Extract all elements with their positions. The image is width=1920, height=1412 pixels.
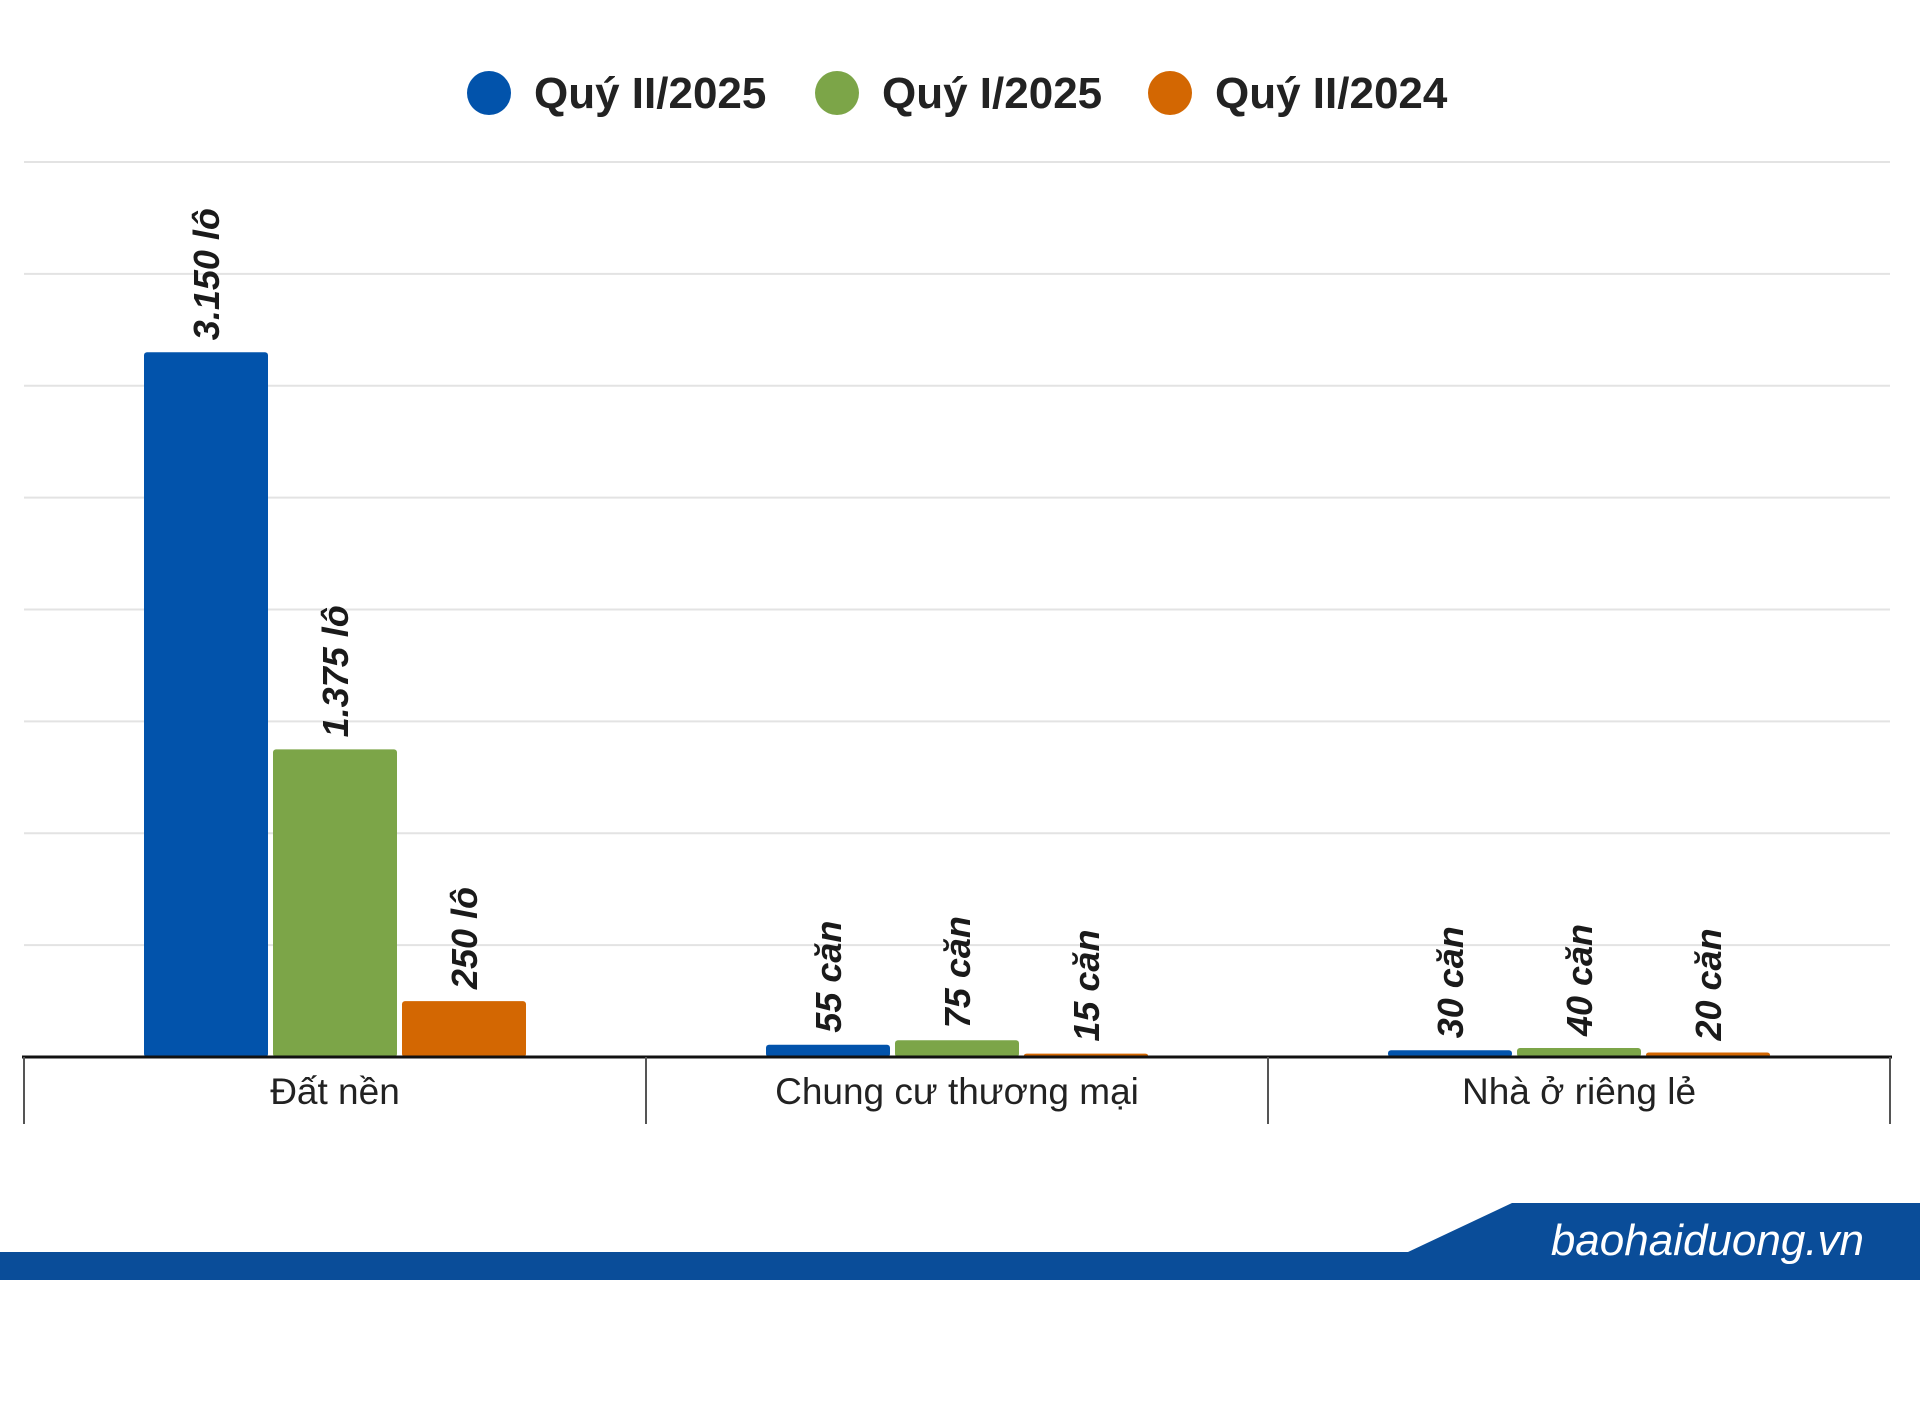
bar: [766, 1044, 890, 1057]
data-label: 250 lô: [444, 887, 485, 990]
x-axis: Đất nền Chung cư thương mại Nhà ở riêng lẻ: [22, 1055, 1892, 1124]
data-label: 20 căn: [1688, 928, 1729, 1041]
data-label: 40 căn: [1559, 924, 1600, 1037]
bar: [895, 1040, 1019, 1057]
bar: [273, 749, 397, 1057]
category-label: Nhà ở riêng lẻ: [1462, 1071, 1696, 1112]
bar: [1388, 1050, 1512, 1057]
data-label: 55 căn: [808, 921, 849, 1033]
data-label: 30 căn: [1430, 926, 1471, 1038]
legend-label: Quý II/2024: [1215, 69, 1448, 118]
bar: [1517, 1048, 1641, 1057]
legend-label: Quý II/2025: [534, 69, 766, 118]
bar: [144, 352, 268, 1057]
legend: Quý II/2025 Quý I/2025 Quý II/2024: [467, 69, 1448, 118]
category-label: Chung cư thương mại: [775, 1071, 1139, 1112]
data-label: 3.150 lô: [186, 208, 227, 340]
data-label: 15 căn: [1066, 930, 1107, 1042]
category-label: Đất nền: [270, 1071, 400, 1112]
legend-label: Quý I/2025: [882, 69, 1102, 118]
legend-swatch: [467, 71, 511, 115]
legend-swatch: [1148, 71, 1192, 115]
brand-text: baohaiduong.vn: [1551, 1216, 1864, 1265]
data-labels: 3.150 lô 1.375 lô 250 lô 55 căn 75 căn 15 căn…: [186, 208, 1729, 1042]
footer-tab: [1408, 1203, 1920, 1280]
data-label: 75 căn: [937, 916, 978, 1028]
footer-banner: baohaiduong.vn: [0, 1203, 1920, 1280]
data-label: 1.375 lô: [315, 605, 356, 737]
legend-swatch: [815, 71, 859, 115]
bar: [402, 1001, 526, 1057]
